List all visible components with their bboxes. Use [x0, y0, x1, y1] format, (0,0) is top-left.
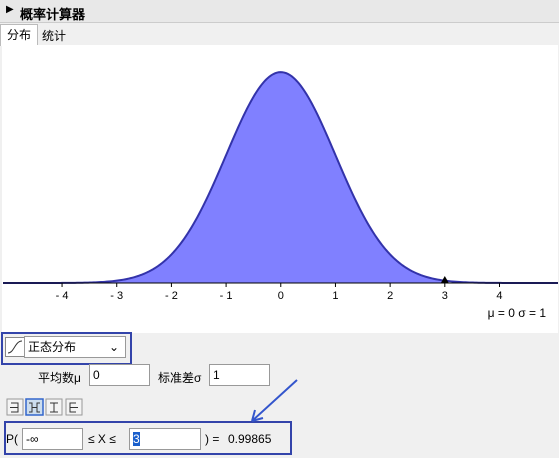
two-tailed-button[interactable] [45, 398, 63, 416]
window-title: 概率计算器 [20, 7, 86, 22]
interval-button[interactable] [25, 398, 44, 416]
x-tick-label: 1 [332, 290, 338, 302]
sd-label: 标准差σ [158, 371, 202, 385]
upper-value: 3 [133, 432, 140, 446]
title-bar: ▶ 概率计算器 [0, 0, 559, 23]
sd-input[interactable]: 1 [209, 364, 270, 386]
x-tick-label: 4 [496, 290, 502, 302]
tab[interactable]: 统计 [41, 29, 66, 43]
right-button[interactable] [65, 398, 83, 416]
highlight-box [4, 421, 292, 455]
between-label: ≤ X ≤ [88, 432, 116, 446]
plot: μ = 0 σ = 1 - 4 - 3 - 2 - 1 0 1 2 3 4 [2, 45, 558, 333]
x-tick-label: 0 [278, 290, 284, 302]
p-open: P( [6, 432, 18, 446]
p-close: ) = [205, 432, 220, 446]
x-tick-label: - 1 [220, 290, 233, 302]
annotation-arrow [251, 379, 298, 422]
left-button[interactable] [6, 398, 24, 416]
x-tick-label: - 3 [110, 290, 123, 302]
interval-buttons [6, 398, 83, 416]
distribution-select[interactable]: 正态分布 ⌄ [24, 336, 126, 358]
distribution: 正态分布 [28, 340, 77, 354]
mean-label: 平均数μ [38, 371, 81, 385]
collapse-icon[interactable]: ▶ [6, 4, 14, 15]
upper-input[interactable]: 3 [129, 428, 201, 450]
mean-input[interactable]: 0 [89, 364, 150, 386]
params-label: μ = 0 σ = 1 [488, 306, 547, 320]
highlight-box [1, 332, 132, 365]
lower-input[interactable]: -∞ [22, 428, 83, 450]
x-tick-label: 3 [442, 290, 448, 302]
result: 0.99865 [228, 432, 272, 446]
density-curve [3, 71, 558, 284]
upper-marker [440, 276, 449, 283]
x-tick-label: 2 [387, 290, 393, 302]
tab[interactable]: 分布 [0, 24, 38, 46]
x-tick-label: - 2 [165, 290, 178, 302]
x-tick-label: - 4 [56, 290, 69, 302]
cdf-toggle[interactable] [5, 337, 25, 357]
probability-area [3, 72, 445, 283]
